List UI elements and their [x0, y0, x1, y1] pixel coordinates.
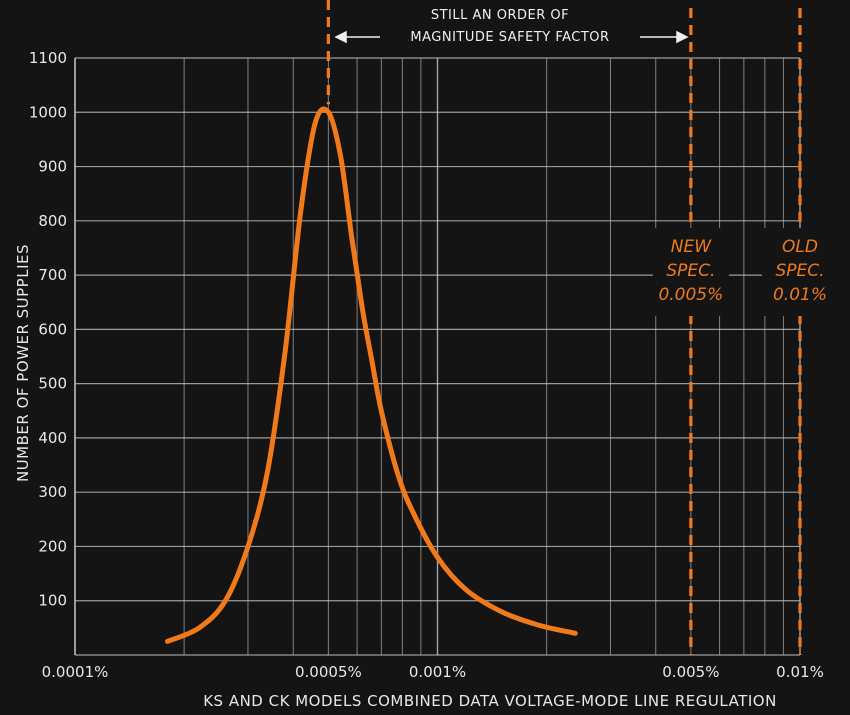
- annotation-line-2: MAGNITUDE SAFETY FACTOR: [410, 30, 609, 45]
- series-curve-group: [165, 106, 578, 644]
- spec-label-line: SPEC.: [775, 261, 824, 281]
- y-tick-label: 100: [38, 592, 67, 610]
- series-curve: [165, 106, 578, 644]
- annotation-line-1: STILL AN ORDER OF: [431, 8, 569, 23]
- x-tick-label: 0.001%: [409, 663, 466, 681]
- reference-lines: [326, 0, 802, 655]
- x-axis-title: KS AND CK MODELS COMBINED DATA VOLTAGE-M…: [203, 692, 777, 710]
- y-tick-label: 700: [38, 266, 67, 284]
- y-tick-label: 1100: [29, 49, 67, 67]
- spec-label-line: NEW: [671, 237, 712, 257]
- spec-labels: NEW SPEC. 0.005% OLD SPEC. 0.01%: [652, 228, 838, 316]
- x-tick-label: 0.005%: [662, 663, 719, 681]
- spec-label-background: [762, 228, 838, 316]
- y-tick-label: 800: [38, 212, 67, 230]
- x-tick-label: 0.0001%: [42, 663, 109, 681]
- y-tick-labels: 100 200 300 400 500 600 700 800 900 1000 1100: [29, 49, 67, 610]
- y-tick-label: 500: [38, 375, 67, 393]
- x-tick-labels: 0.0001% 0.0005% 0.001% 0.005% 0.01%: [42, 663, 824, 681]
- annotation-arrows: [334, 30, 689, 44]
- spec-label-line: SPEC.: [666, 261, 715, 281]
- spec-label-line: 0.005%: [658, 285, 723, 305]
- y-tick-label: 600: [38, 320, 67, 338]
- arrow-right-head: [676, 30, 689, 44]
- arrow-left-head: [334, 30, 347, 44]
- spec-label-line: OLD: [782, 237, 818, 257]
- y-tick-label: 300: [38, 483, 67, 501]
- y-tick-label: 1000: [29, 103, 67, 121]
- spec-label-line: 0.01%: [773, 285, 827, 305]
- y-tick-label: 400: [38, 429, 67, 447]
- y-axis-title: NUMBER OF POWER SUPPLIES: [14, 244, 32, 482]
- spec-label-background: [652, 228, 729, 316]
- x-tick-label: 0.01%: [776, 663, 824, 681]
- y-tick-label: 200: [38, 537, 67, 555]
- y-tick-label: 900: [38, 158, 67, 176]
- x-tick-label: 0.0005%: [295, 663, 362, 681]
